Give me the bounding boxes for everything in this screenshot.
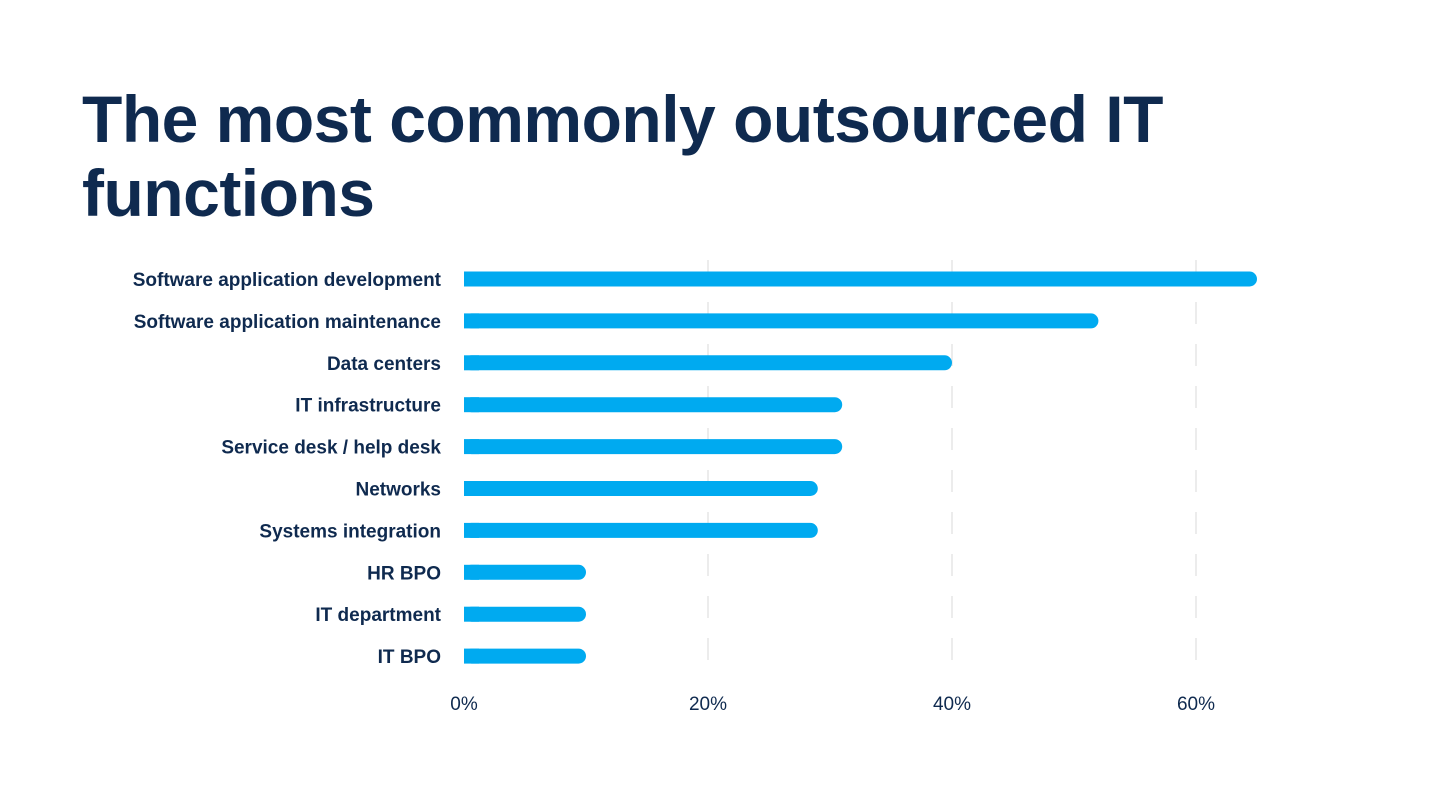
bar-left-edge xyxy=(464,564,479,580)
bar-left-edge xyxy=(464,439,479,455)
bar xyxy=(464,397,843,413)
bar-left-edge xyxy=(464,606,479,622)
bar xyxy=(464,481,818,496)
bar-left-edge xyxy=(464,648,479,664)
bar xyxy=(464,439,843,455)
category-label: Software application development xyxy=(133,270,442,291)
category-label: IT BPO xyxy=(378,647,441,668)
category-label: Service desk / help desk xyxy=(221,438,441,459)
bar-left-edge xyxy=(464,271,479,287)
x-tick-label: 40% xyxy=(933,694,971,715)
x-tick-label: 60% xyxy=(1177,694,1215,715)
bar-left-edge xyxy=(464,481,479,496)
bar xyxy=(464,522,818,538)
bar-left-edge xyxy=(464,355,479,371)
category-label: Software application maintenance xyxy=(134,312,441,333)
category-label: IT department xyxy=(315,605,441,626)
bar xyxy=(464,355,952,371)
category-label: Networks xyxy=(355,480,441,501)
chart-title: The most commonly outsourced IT function… xyxy=(82,82,1163,230)
x-tick-label: 20% xyxy=(689,694,727,715)
bar-left-edge xyxy=(464,313,479,329)
x-tick-label: 0% xyxy=(450,694,478,715)
category-label: IT infrastructure xyxy=(295,396,441,417)
bar-left-edge xyxy=(464,522,479,538)
bar xyxy=(464,271,1257,287)
bar xyxy=(464,648,586,664)
category-label: Systems integration xyxy=(259,521,441,542)
bar xyxy=(464,313,1099,329)
category-label: Data centers xyxy=(327,354,441,375)
category-label: HR BPO xyxy=(367,563,441,584)
bar xyxy=(464,564,586,580)
bar xyxy=(464,606,586,622)
bar-left-edge xyxy=(464,397,479,413)
